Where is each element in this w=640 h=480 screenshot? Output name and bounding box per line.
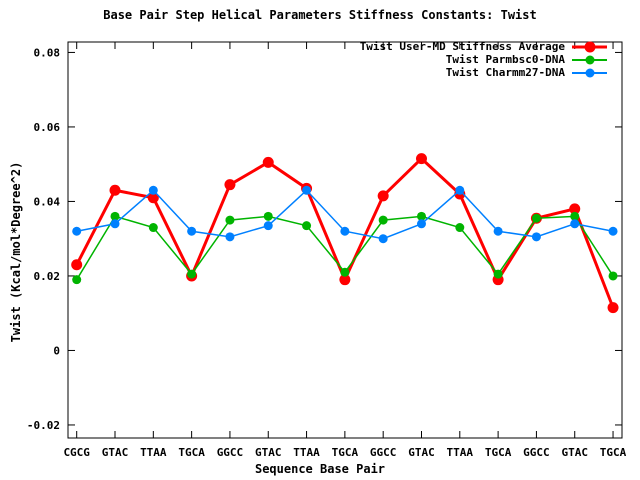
legend-item-charmm27: Twist Charmm27-DNA	[446, 67, 607, 78]
data-point-parmbsc0	[72, 275, 82, 285]
x-tick-label: TTAA	[447, 446, 474, 459]
x-tick-label: TGCA	[485, 446, 512, 459]
x-tick-label: GTAC	[255, 446, 282, 459]
x-axis-label: Sequence Base Pair	[254, 462, 386, 476]
data-point-parmbsc0	[493, 269, 503, 279]
legend-sample-marker	[585, 68, 594, 77]
y-tick-label: -0.02	[27, 419, 60, 432]
x-tick-label: TTAA	[293, 446, 320, 459]
chart-title: Base Pair Step Helical Parameters Stiffn…	[103, 8, 537, 22]
data-point-parmbsc0	[263, 211, 273, 221]
data-point-charmm27	[416, 219, 426, 229]
data-point-user-md	[71, 259, 83, 271]
legend-sample	[572, 54, 607, 65]
data-point-charmm27	[531, 232, 541, 242]
series-user-md	[71, 153, 619, 314]
data-point-user-md	[415, 153, 427, 165]
x-tick-label: TTAA	[140, 446, 167, 459]
x-tick-label: GGCC	[370, 446, 397, 459]
x-tick-label: GGCC	[523, 446, 550, 459]
x-tick-label: GGCC	[217, 446, 244, 459]
data-point-user-md	[607, 302, 619, 314]
data-point-user-md	[224, 179, 236, 191]
data-point-parmbsc0	[570, 211, 580, 221]
data-point-charmm27	[570, 219, 580, 229]
data-point-charmm27	[187, 226, 197, 236]
x-axis-ticks: CGCG GTAC TTAA TGCA GGCC GTAC TTAA TGCA GGCC GTAC…	[63, 42, 627, 459]
data-point-charmm27	[302, 185, 312, 195]
series-parmbsc0	[72, 211, 618, 285]
legend: Twist User-MD Stiffness Average Twist Par…	[360, 41, 607, 78]
legend-sample-marker	[585, 55, 594, 64]
legend-sample	[572, 41, 607, 52]
data-point-user-md	[262, 156, 274, 168]
x-tick-label: TGCA	[178, 446, 205, 459]
data-point-charmm27	[72, 226, 82, 236]
data-point-user-md	[109, 184, 121, 196]
data-point-user-md	[569, 203, 581, 215]
y-tick-label: 0.08	[34, 46, 61, 59]
data-point-charmm27	[378, 234, 388, 244]
x-tick-label: TGCA	[600, 446, 627, 459]
legend-sample	[572, 67, 607, 78]
legend-item-parmbsc0: Twist Parmbsc0-DNA	[446, 54, 607, 65]
legend-label: Twist Parmbsc0-DNA	[445, 53, 565, 66]
y-tick-label: 0.06	[34, 121, 61, 134]
data-point-user-md	[339, 274, 351, 286]
data-point-charmm27	[608, 226, 618, 236]
data-point-parmbsc0	[225, 215, 235, 225]
x-tick-label: GTAC	[408, 446, 435, 459]
data-point-parmbsc0	[531, 213, 541, 223]
data-point-charmm27	[225, 232, 235, 242]
data-point-parmbsc0	[608, 271, 618, 281]
legend-label: Twist User-MD Stiffness Average	[359, 40, 565, 53]
legend-sample-marker	[584, 41, 595, 52]
data-point-charmm27	[263, 221, 273, 231]
y-tick-label: 0.02	[34, 270, 61, 283]
x-tick-label: TGCA	[332, 446, 359, 459]
y-tick-label: 0.04	[34, 195, 61, 208]
data-point-parmbsc0	[416, 211, 426, 221]
x-tick-label: GTAC	[561, 446, 588, 459]
x-tick-label: GTAC	[102, 446, 129, 459]
data-point-parmbsc0	[455, 223, 465, 233]
data-point-charmm27	[148, 185, 158, 195]
series-charmm27	[72, 185, 618, 244]
data-point-parmbsc0	[148, 223, 158, 233]
data-point-user-md	[377, 190, 389, 202]
data-point-charmm27	[110, 219, 120, 229]
data-point-parmbsc0	[340, 267, 350, 277]
data-point-charmm27	[455, 185, 465, 195]
data-point-parmbsc0	[187, 269, 197, 279]
data-point-user-md	[147, 192, 159, 204]
data-point-parmbsc0	[302, 221, 312, 231]
data-point-charmm27	[493, 226, 503, 236]
data-point-parmbsc0	[378, 215, 388, 225]
x-tick-label: CGCG	[63, 446, 90, 459]
data-point-charmm27	[340, 226, 350, 236]
data-point-parmbsc0	[110, 211, 120, 221]
y-tick-label: 0	[53, 344, 60, 357]
legend-item-user-md: Twist User-MD Stiffness Average	[360, 41, 607, 52]
legend-label: Twist Charmm27-DNA	[445, 66, 565, 79]
